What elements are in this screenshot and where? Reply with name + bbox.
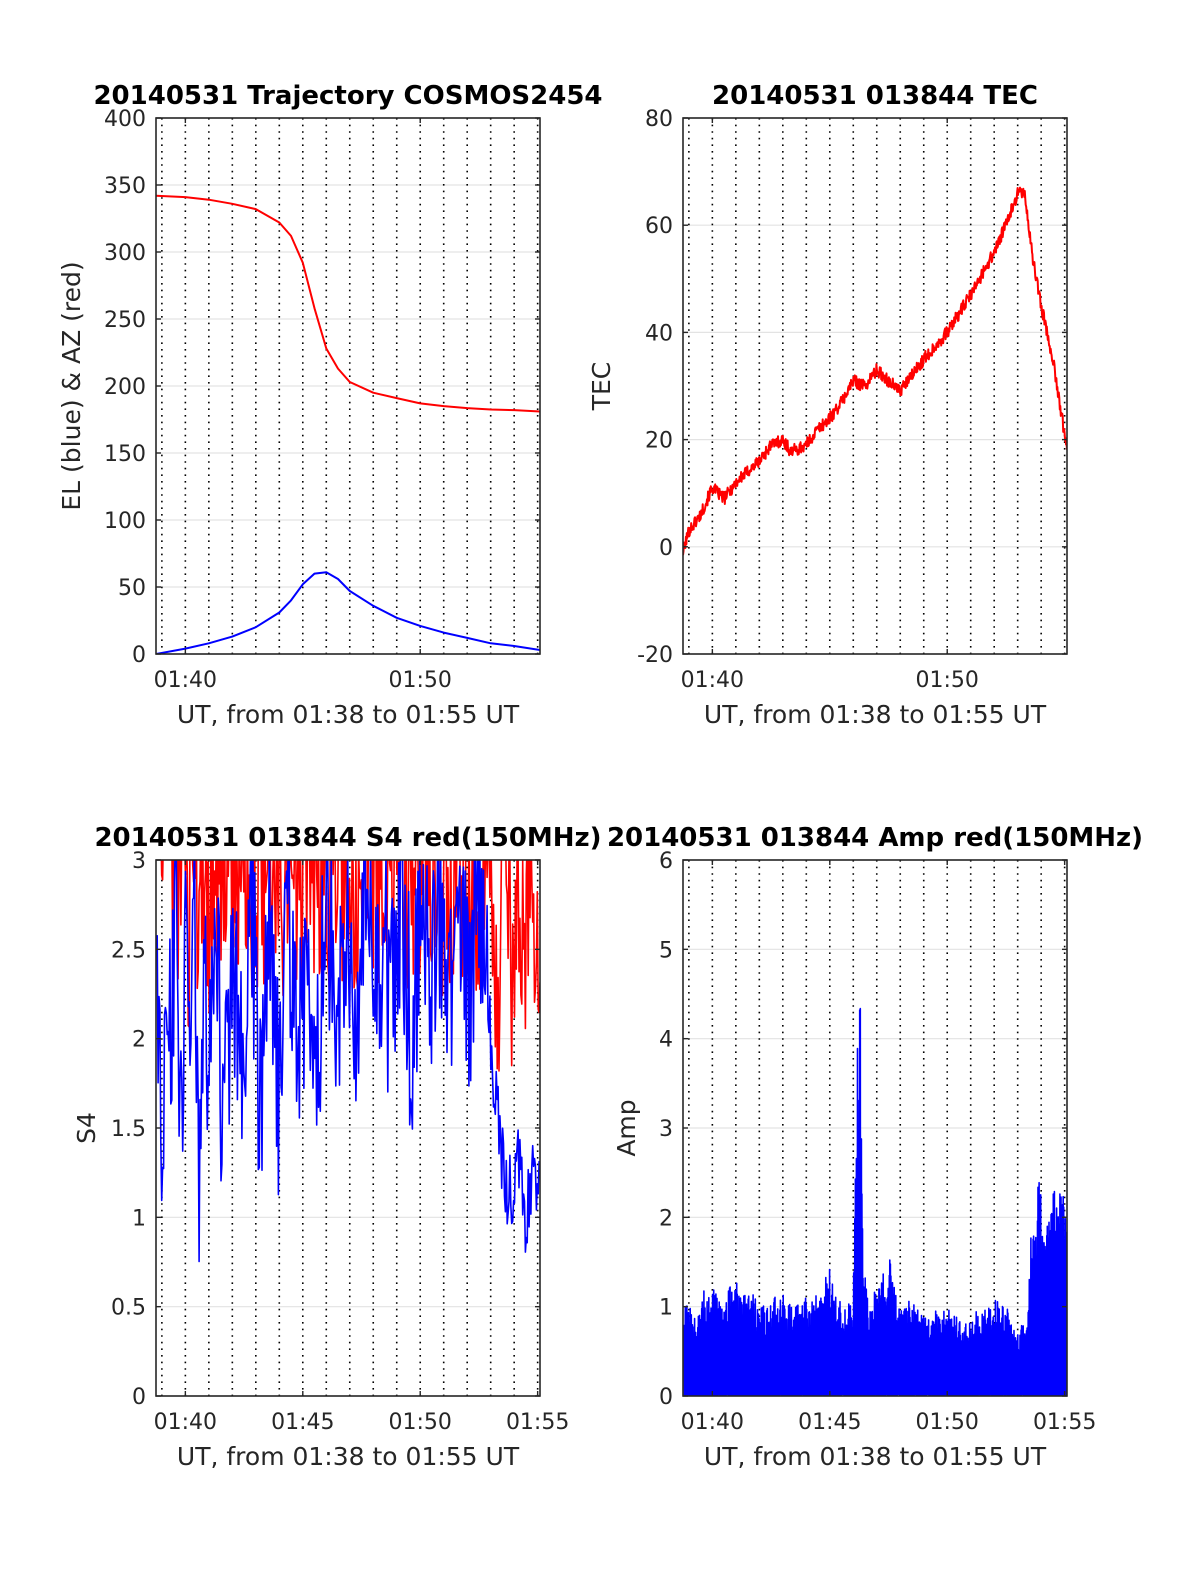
y-axis-label: Amp [612, 1099, 641, 1156]
y-tick-label: 50 [118, 576, 146, 601]
y-tick-label: 2.5 [111, 938, 146, 963]
y-tick-label: 3 [132, 849, 146, 874]
trajectory-panel: 0 50 100 150 200 250 300 350 400 01:40 01:50 201405… [57, 81, 603, 729]
y-tick-label: 2 [132, 1028, 146, 1053]
y-tick-label: 0 [659, 1385, 673, 1410]
y-tick-label: 1.5 [111, 1117, 146, 1142]
x-tick-label: 01:45 [271, 1410, 334, 1435]
y-tick-label: 150 [104, 442, 146, 467]
y-tick-label: 6 [659, 849, 673, 874]
y-tick-label: 350 [104, 174, 146, 199]
chart-title: 20140531 Trajectory COSMOS2454 [93, 81, 602, 111]
x-axis-label: UT, from 01:38 to 01:55 UT [704, 1442, 1047, 1471]
amp-panel: 0 1 2 3 4 5 6 01:40 01:45 01:50 01:55 20140531 0138… [607, 823, 1143, 1471]
plot-area [156, 860, 540, 1263]
plot-area [683, 186, 1067, 556]
y-tick-label: 40 [645, 321, 673, 346]
y-axis-label: S4 [72, 1112, 101, 1144]
y-tick-label: -20 [637, 643, 673, 668]
x-tick-label: 01:45 [798, 1410, 861, 1435]
x-axis-label: UT, from 01:38 to 01:55 UT [177, 1442, 520, 1471]
series-line [683, 186, 1067, 556]
chart-title: 20140531 013844 Amp red(150MHz) [607, 823, 1143, 853]
axes-frame [682, 117, 1068, 655]
y-tick-label: 60 [645, 214, 673, 239]
x-axis-label: UT, from 01:38 to 01:55 UT [704, 700, 1047, 729]
y-tick-label: 2 [659, 1206, 673, 1231]
y-tick-label: 200 [104, 375, 146, 400]
x-tick-label: 01:40 [154, 1410, 217, 1435]
x-tick-label: 01:50 [916, 668, 979, 693]
series-line [683, 1007, 1067, 1396]
s4-panel: 0 0.5 1 1.5 2 2.5 3 01:40 01:45 01:50 01:55 2014053… [72, 823, 602, 1471]
x-tick-label: 01:50 [389, 668, 452, 693]
y-tick-label: 400 [104, 107, 146, 132]
y-tick-label: 0 [659, 536, 673, 561]
x-tick-label: 01:55 [506, 1410, 569, 1435]
y-tick-label: 1 [132, 1206, 146, 1231]
y-tick-label: 80 [645, 107, 673, 132]
y-tick-label: 0 [132, 1385, 146, 1410]
series-line [156, 194, 540, 413]
chart-title: 20140531 013844 TEC [712, 81, 1038, 111]
y-tick-label: 0.5 [111, 1296, 146, 1321]
y-tick-label: 20 [645, 429, 673, 454]
y-tick-label: 1 [659, 1296, 673, 1321]
x-axis-label: UT, from 01:38 to 01:55 UT [177, 700, 520, 729]
y-tick-label: 100 [104, 509, 146, 534]
x-tick-label: 01:40 [154, 668, 217, 693]
y-tick-label: 250 [104, 308, 146, 333]
tec-panel: -20 0 20 40 60 80 01:40 01:50 20140531 013844 TE… [587, 81, 1068, 729]
plot-area [156, 194, 540, 654]
y-axis-label: EL (blue) & AZ (red) [57, 261, 86, 510]
y-tick-label: 4 [659, 1028, 673, 1053]
series-line [156, 571, 540, 654]
x-tick-label: 01:50 [389, 1410, 452, 1435]
x-tick-label: 01:55 [1033, 1410, 1096, 1435]
y-tick-label: 3 [659, 1117, 673, 1142]
plot-area [683, 1007, 1067, 1396]
y-tick-label: 0 [132, 643, 146, 668]
y-tick-label: 5 [659, 938, 673, 963]
series-line [156, 860, 540, 1263]
x-tick-label: 01:50 [916, 1410, 979, 1435]
y-tick-label: 300 [104, 241, 146, 266]
x-tick-label: 01:40 [681, 668, 744, 693]
y-axis-label: TEC [587, 362, 616, 412]
x-tick-label: 01:40 [681, 1410, 744, 1435]
chart-title: 20140531 013844 S4 red(150MHz) [94, 823, 601, 853]
